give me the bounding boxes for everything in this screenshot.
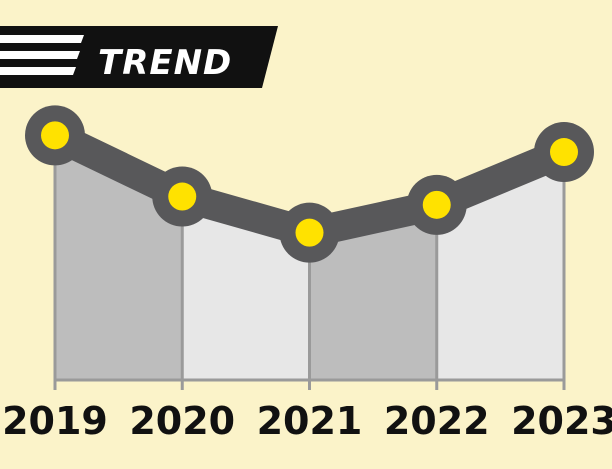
data-point-dot [422,190,451,219]
x-tick-label: 2020 [129,399,235,443]
x-tick-label: 2022 [384,399,490,443]
data-point [152,166,213,227]
x-tick-label: 2021 [257,399,363,443]
data-point-dot [41,121,69,150]
area-segment [309,204,437,380]
area-segment [182,196,310,380]
x-dividers [53,135,566,390]
data-markers [25,105,594,263]
data-point-dot [550,138,578,167]
area-segment [436,152,564,380]
data-point [25,105,85,166]
x-tick-label: 2019 [2,399,108,443]
banner-stripes-icon [0,35,84,75]
data-point [534,122,594,183]
title-banner: TREND [0,26,278,88]
x-tick-label: 2023 [511,399,612,443]
data-point [279,202,340,263]
x-tick-labels: 2019 2020 2021 2022 2023 [2,399,612,443]
chart-title: TREND [98,43,232,83]
data-point-dot [168,182,197,211]
data-point-dot [295,218,324,247]
data-point [406,174,467,235]
